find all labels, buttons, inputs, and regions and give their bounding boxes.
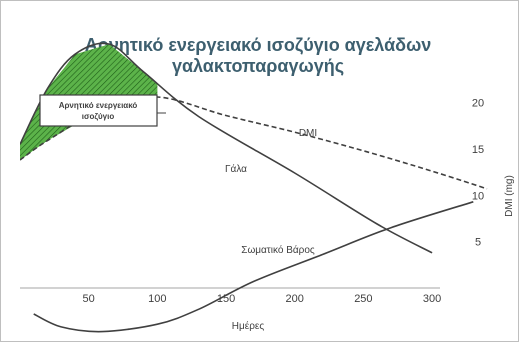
- x-tick-label: 150: [217, 293, 235, 305]
- series-label-milk: Γάλα: [225, 163, 247, 175]
- x-tick-label: 50: [83, 293, 95, 305]
- chart-title-line-2: γαλακτοπαραγωγής: [172, 56, 344, 76]
- y-tick-label: 20: [472, 98, 484, 110]
- series-line-body-weight: [33, 201, 474, 333]
- series-label-dmi: DMI: [299, 128, 317, 139]
- y-tick-label: 15: [472, 144, 484, 156]
- y-tick-label: 5: [475, 237, 481, 249]
- y-tick-label: 10: [472, 190, 484, 202]
- chart-title-line-1: Αρνητικό ενεργειακό ισοζύγιο αγελάδων: [85, 35, 432, 56]
- x-tick-label: 250: [354, 293, 372, 305]
- x-tick-label: 300: [423, 293, 441, 305]
- callout-text-line-2: ισοζύγιο: [82, 112, 115, 121]
- callout: Αρνητικό ενεργειακό ισοζύγιο: [39, 94, 166, 127]
- callout-text-line-1: Αρνητικό ενεργειακό: [59, 101, 138, 110]
- series-label-body-weight: Σωματικό Βάρος: [241, 244, 315, 256]
- series-line-milk: [20, 42, 433, 254]
- series-line-dmi: [20, 96, 488, 190]
- x-axis-label: Ημέρες: [232, 320, 265, 332]
- x-tick-label: 100: [148, 293, 166, 305]
- x-tick-label: 200: [286, 293, 304, 305]
- callout-box: [39, 94, 158, 127]
- y-axis-label: DMI (mg): [504, 175, 515, 217]
